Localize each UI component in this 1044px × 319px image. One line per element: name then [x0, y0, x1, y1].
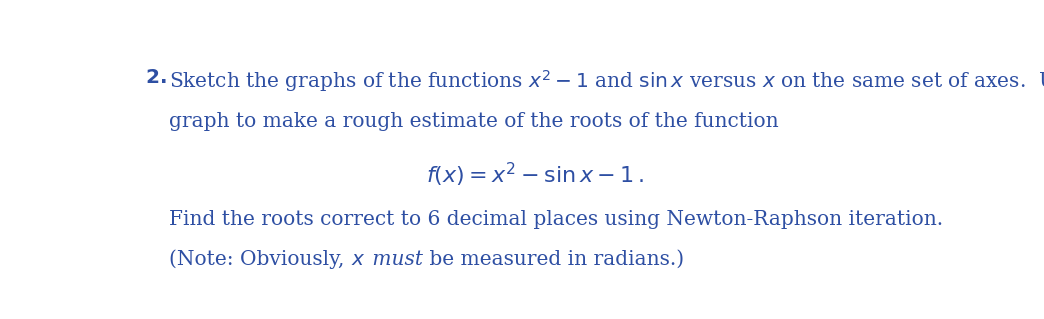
Text: Sketch the graphs of the functions $x^2-1$ and $\sin x$ versus $x$ on the same s: Sketch the graphs of the functions $x^2-…	[169, 68, 1044, 94]
Text: Find the roots correct to 6 decimal places using Newton-Raphson iteration.: Find the roots correct to 6 decimal plac…	[169, 210, 944, 229]
Text: be measured in radians.): be measured in radians.)	[423, 249, 684, 269]
Text: $\bf{2.}$: $\bf{2.}$	[145, 68, 167, 87]
Text: $x$: $x$	[351, 249, 365, 269]
Text: must: must	[365, 249, 423, 269]
Text: (Note: Obviously,: (Note: Obviously,	[169, 249, 351, 269]
Text: $f(x) = x^2 - \sin x - 1\,.$: $f(x) = x^2 - \sin x - 1\,.$	[426, 161, 644, 189]
Text: graph to make a rough estimate of the roots of the function: graph to make a rough estimate of the ro…	[169, 112, 779, 131]
